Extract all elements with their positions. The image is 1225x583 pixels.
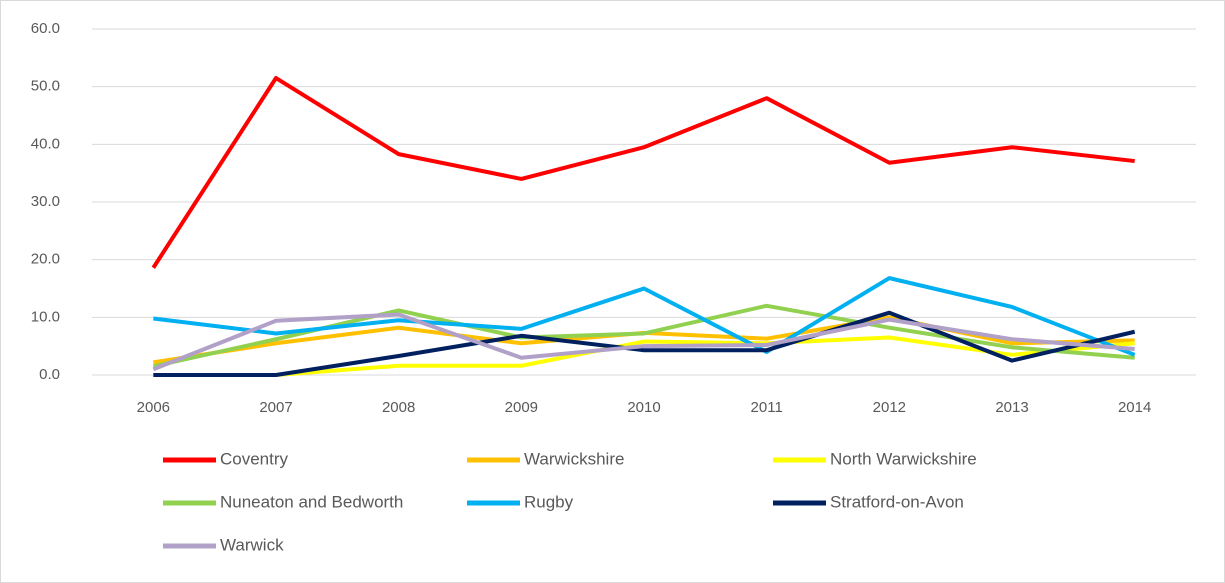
y-tick-label: 20.0 [31,251,60,268]
legend-label: Coventry [220,449,289,468]
series-line [153,310,1136,377]
x-tick-label: 2013 [995,399,1028,416]
y-tick-label: 60.0 [31,20,60,37]
y-tick-label: 30.0 [31,193,60,210]
y-tick-label: 50.0 [31,78,60,95]
legend-label: Rugby [524,492,574,511]
x-tick-label: 2014 [1118,399,1151,416]
legend-label: Nuneaton and Bedworth [220,492,403,511]
series-line [152,312,1135,372]
x-tick-label: 2009 [505,399,538,416]
legend-label: North Warwickshire [830,449,977,468]
x-tick-label: 2008 [382,399,415,416]
y-tick-label: 40.0 [31,135,60,152]
x-tick-label: 2007 [259,399,292,416]
legend-label: Stratford-on-Avon [830,492,964,511]
y-tick-label: 10.0 [31,308,60,325]
x-tick-label: 2012 [873,399,906,416]
x-tick-label: 2006 [137,399,170,416]
legend-label: Warwick [220,535,284,554]
legend-label: Warwickshire [524,449,624,468]
series-line [153,276,1136,357]
x-tick-label: 2010 [627,399,660,416]
series-line [153,335,1135,377]
x-tick-label: 2011 [751,399,783,416]
y-tick-label: 0.0 [39,366,60,383]
series-line [151,76,1135,269]
